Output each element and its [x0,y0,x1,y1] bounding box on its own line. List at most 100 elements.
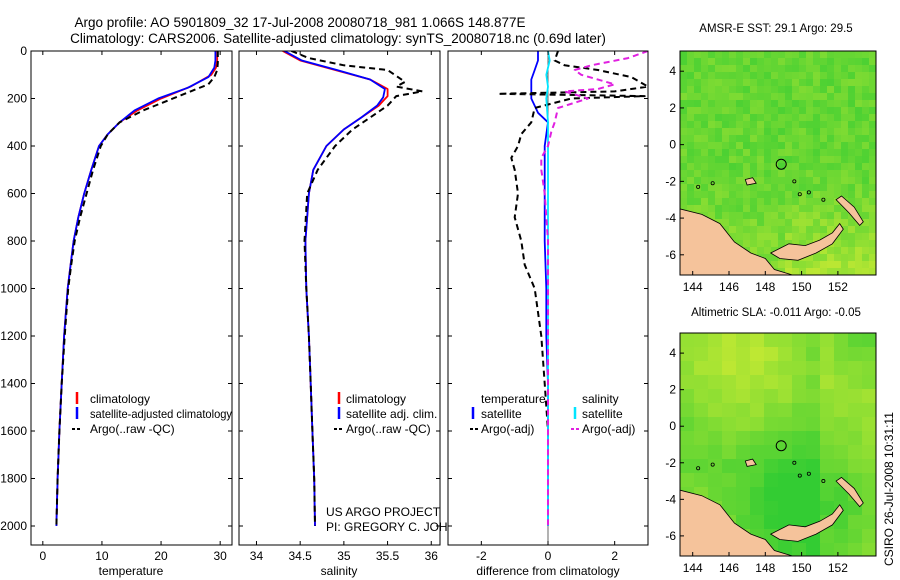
map-cell [848,445,863,460]
map-cell [799,135,807,143]
map-cell [757,212,765,220]
map-cell [869,254,876,262]
map-cell [869,107,876,115]
map-cell [813,93,821,101]
map-cell [771,184,779,192]
timestamp-side-label: CSIRO 26-Jul-2008 10:31:11 [882,412,896,566]
map-cell [785,261,793,269]
map-cell [785,72,793,80]
map-cell [701,184,709,192]
map-cell [701,51,709,59]
map-cell [834,114,842,122]
map-cell [862,191,870,199]
map-cell [841,156,849,164]
map-cell [792,233,800,241]
map-cell [785,170,793,178]
map-cell [813,51,821,59]
map-cell [820,333,835,348]
map-cell [736,403,751,418]
map-cell [785,86,793,94]
sla_map-xtick-label: 152 [828,561,848,575]
map-cell [834,184,842,192]
map-cell [708,361,723,376]
sla_map-ytick-label: -2 [665,456,676,470]
map-cell [736,142,744,150]
map-cell [757,142,765,150]
map-cell [757,247,765,255]
map-cell [785,205,793,213]
map-cell [771,254,779,262]
map-cell [785,142,793,150]
map-cell [680,184,688,192]
map-cell [848,86,856,94]
map-cell [778,487,793,502]
map-cell [729,205,737,213]
map-cell [862,487,876,502]
map-cell [848,142,856,150]
sst_map-xtick-label: 148 [755,280,775,294]
map-cell [792,431,807,446]
map-cell [736,93,744,101]
map-cell [841,58,849,66]
map-cell [708,107,716,115]
map-cell [792,543,807,556]
map-cell [757,156,765,164]
map-cell [848,149,856,157]
map-cell [722,487,737,502]
map-cell [855,72,863,80]
map-cell [785,149,793,157]
map-cell [799,107,807,115]
map-cell [820,261,828,269]
map-cell [820,156,828,164]
map-cell [680,72,688,80]
map-cell [687,100,695,108]
map-cell [722,473,737,488]
map-cell [764,163,772,171]
map-cell [834,72,842,80]
map-cell [862,361,876,376]
map-cell [799,191,807,199]
map-cell [764,205,772,213]
salinity-series-argo-raw-qc [291,51,424,527]
map-cell [701,65,709,73]
map-cell [841,240,849,248]
map-cell [687,184,695,192]
map-cell [869,170,876,178]
map-cell [806,65,814,73]
map-cell [806,543,821,556]
map-cell [841,51,849,59]
map-cell [764,93,772,101]
map-cell [715,51,723,59]
map-cell [771,149,779,157]
map-cell [701,163,709,171]
map-cell [729,191,737,199]
map-cell [708,93,716,101]
map-cell [771,170,779,178]
map-cell [792,93,800,101]
map-cell [743,114,751,122]
map-cell [834,135,842,143]
map-cell [694,114,702,122]
map-cell [757,121,765,129]
map-cell [848,403,863,418]
map-cell [680,128,688,136]
map-cell [855,100,863,108]
map-cell [813,65,821,73]
map-cell [680,51,688,59]
map-cell [722,389,737,404]
map-cell [750,403,765,418]
map-cell [848,79,856,87]
map-cell [778,58,786,66]
map-cell [764,515,779,530]
map-cell [869,156,876,164]
difference-series-salinity-argo-adj [540,51,648,526]
map-cell [771,58,779,66]
map-cell [736,389,751,404]
title-line-2: Climatology: CARS2006. Satellite-adjuste… [70,31,606,46]
map-cell [708,65,716,73]
map-cell [820,65,828,73]
island-outline [806,471,811,476]
map-cell [820,347,835,362]
map-cell [834,375,849,390]
map-cell [806,268,814,275]
